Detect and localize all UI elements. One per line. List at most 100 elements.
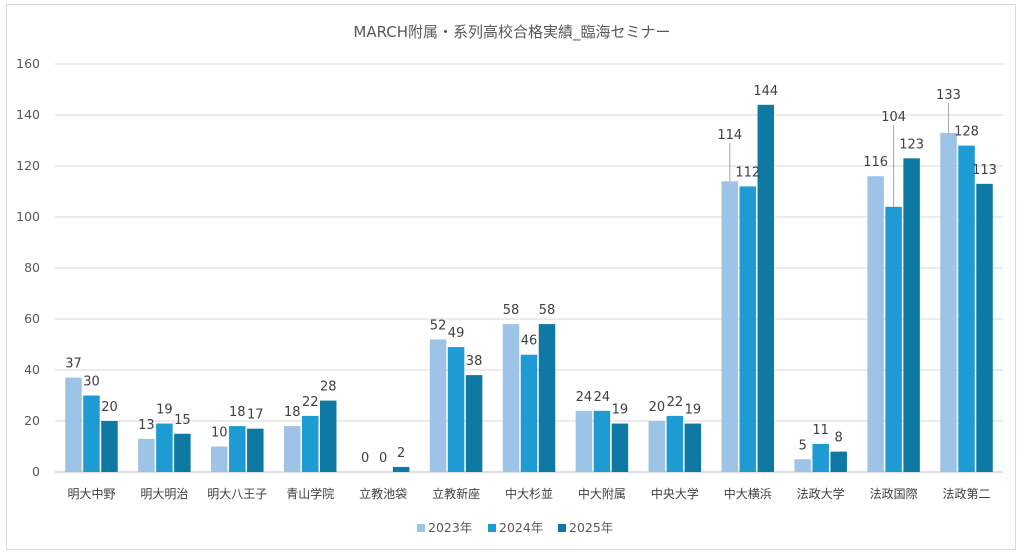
bar <box>447 347 465 472</box>
x-axis-categories: 明大中野 明大明治 明大八王子 青山学院 立教池袋 立教新座 中大杉並 中大附属 中央大学 中大横… <box>67 486 990 501</box>
bar <box>247 428 264 472</box>
bar <box>666 415 684 472</box>
legend-label: 2024年 <box>499 520 543 535</box>
category-label: 法政国際 <box>870 487 918 501</box>
data-label: 18 <box>229 405 246 420</box>
bar <box>520 354 538 472</box>
bar <box>976 183 993 472</box>
y-tick-label: 80 <box>24 260 40 275</box>
data-label: 17 <box>247 408 264 423</box>
category-label: 明大明治 <box>140 487 188 501</box>
data-label: 113 <box>972 163 997 178</box>
data-label: 0 <box>379 451 387 466</box>
data-label: 22 <box>302 395 319 410</box>
bar <box>958 145 975 472</box>
data-label: 30 <box>83 375 100 390</box>
data-label: 10 <box>211 426 228 441</box>
data-label: 116 <box>863 155 888 170</box>
data-label: 144 <box>753 84 778 99</box>
bar <box>65 377 82 472</box>
bar <box>593 410 611 472</box>
bars <box>65 104 993 473</box>
data-label: 19 <box>685 403 702 418</box>
bar <box>101 421 118 472</box>
data-label: 24 <box>594 390 611 405</box>
bar <box>174 433 191 472</box>
bar <box>794 459 811 472</box>
y-tick-label: 160 <box>16 56 40 71</box>
bar <box>138 438 155 472</box>
bar <box>211 446 228 472</box>
data-label: 38 <box>466 354 483 369</box>
bar <box>575 410 593 472</box>
data-label: 114 <box>717 128 742 143</box>
data-label: 11 <box>812 423 829 438</box>
chart-title: MARCH附属・系列高校合格実績_臨海セミナー <box>353 23 670 42</box>
bar <box>757 104 775 473</box>
data-label: 2 <box>397 446 405 461</box>
legend-swatch <box>488 524 496 532</box>
data-label: 133 <box>936 88 961 103</box>
data-label: 13 <box>138 418 155 433</box>
bar <box>229 426 246 472</box>
category-label: 中大附属 <box>578 486 626 501</box>
category-label: 立教新座 <box>432 486 480 501</box>
bar <box>684 423 702 472</box>
category-label: 中央大学 <box>651 486 699 501</box>
bar <box>830 451 847 472</box>
data-label: 58 <box>503 303 520 318</box>
data-label: 24 <box>576 390 593 405</box>
legend-swatch <box>417 524 425 532</box>
y-tick-label: 120 <box>16 158 40 173</box>
data-label: 58 <box>539 303 556 318</box>
data-label: 18 <box>284 405 301 420</box>
bar <box>940 132 957 472</box>
legend-label: 2025年 <box>569 520 613 535</box>
bar <box>611 423 629 472</box>
y-tick-label: 140 <box>16 107 40 122</box>
category-label: 法政第二 <box>943 487 991 501</box>
data-label: 104 <box>881 110 906 125</box>
data-label: 28 <box>320 380 337 395</box>
data-label: 8 <box>835 431 843 446</box>
bar <box>812 443 829 472</box>
data-label: 52 <box>430 318 447 333</box>
category-label: 立教池袋 <box>359 486 407 501</box>
bar <box>283 426 301 472</box>
category-label: 中大横浜 <box>724 486 772 501</box>
y-tick-label: 100 <box>16 209 40 224</box>
y-axis-ticks: 0 20 40 60 80 100 120 140 160 <box>16 56 40 479</box>
bar <box>429 339 447 472</box>
bar <box>648 421 666 472</box>
bar <box>392 466 410 472</box>
data-label: 22 <box>667 395 684 410</box>
legend-label: 2023年 <box>428 520 472 535</box>
bar <box>903 158 920 472</box>
y-tick-label: 60 <box>24 311 40 326</box>
bar <box>538 324 556 472</box>
data-label: 15 <box>174 413 191 428</box>
bar <box>301 415 319 472</box>
data-label: 19 <box>156 403 173 418</box>
data-label: 20 <box>649 400 666 415</box>
data-label: 0 <box>361 451 369 466</box>
bar <box>502 324 520 472</box>
legend-swatch <box>558 524 566 532</box>
bar <box>319 400 337 472</box>
data-label: 37 <box>65 357 82 372</box>
y-tick-label: 20 <box>24 413 40 428</box>
bar <box>739 186 757 472</box>
bar <box>867 176 884 472</box>
category-label: 明大八王子 <box>207 487 267 501</box>
y-tick-label: 40 <box>24 362 40 377</box>
y-tick-label: 0 <box>32 464 40 479</box>
legend: 2023年 2024年 2025年 <box>417 520 613 535</box>
bar <box>465 375 483 472</box>
data-label: 128 <box>954 125 979 140</box>
data-label: 112 <box>735 165 760 180</box>
category-label: 明大中野 <box>67 486 115 501</box>
data-label: 49 <box>448 326 465 341</box>
bar <box>885 206 902 473</box>
